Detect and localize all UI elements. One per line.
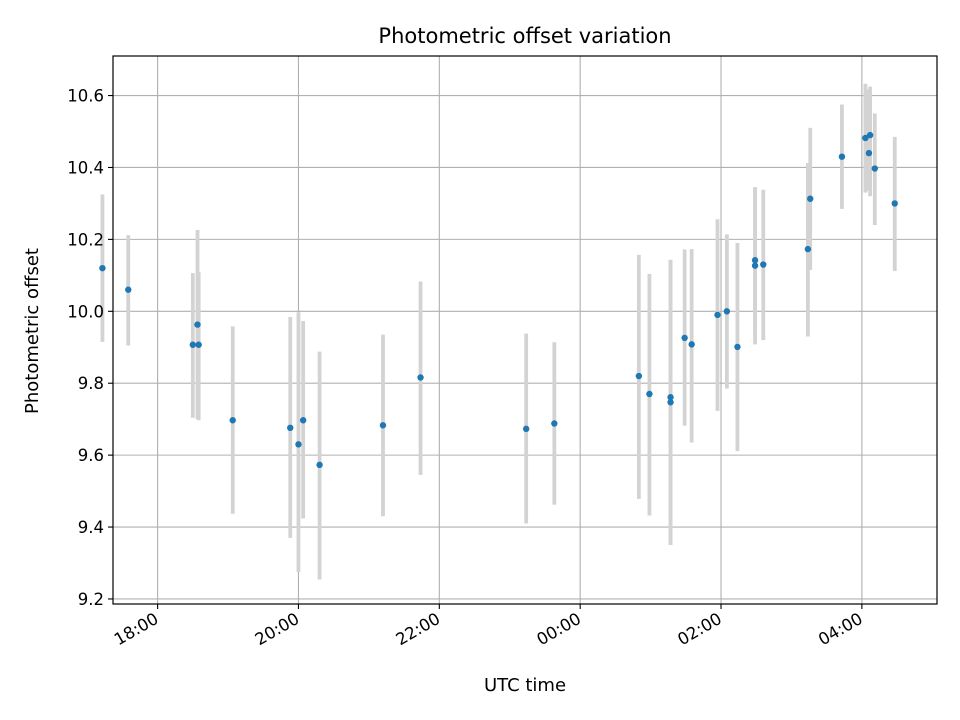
data-point xyxy=(891,200,898,207)
data-point xyxy=(99,264,106,272)
data-point xyxy=(714,311,721,319)
x-axis-label: UTC time xyxy=(484,675,566,696)
data-point xyxy=(195,341,202,348)
y-tick-label: 10.4 xyxy=(67,158,104,177)
data-point xyxy=(751,262,759,269)
data-point xyxy=(865,149,873,157)
data-point xyxy=(635,372,643,380)
y-tick-label: 10.0 xyxy=(67,302,104,321)
data-point xyxy=(804,245,812,253)
data-point xyxy=(551,420,558,427)
data-point xyxy=(379,422,387,429)
data-point xyxy=(807,195,814,202)
y-tick-label: 9.4 xyxy=(78,518,104,537)
data-point xyxy=(734,343,741,351)
y-tick-label: 9.2 xyxy=(78,590,104,609)
data-point xyxy=(125,286,132,293)
data-point xyxy=(295,441,302,448)
data-point xyxy=(299,417,307,424)
data-point xyxy=(751,257,759,264)
data-point xyxy=(838,153,846,160)
y-tick-label: 9.8 xyxy=(78,374,104,393)
data-point xyxy=(866,131,874,139)
data-point xyxy=(667,394,674,401)
data-points xyxy=(99,131,898,469)
data-point xyxy=(229,417,236,424)
y-tick-label: 10.2 xyxy=(67,230,104,249)
data-point xyxy=(189,341,197,348)
data-point xyxy=(760,261,767,268)
data-point xyxy=(871,165,878,172)
data-point xyxy=(862,134,869,142)
chart-title: Photometric offset variation xyxy=(378,24,671,48)
data-point xyxy=(723,308,731,315)
data-point xyxy=(681,334,688,342)
data-point xyxy=(688,341,695,348)
y-axis-label: Photometric offset xyxy=(22,248,43,414)
data-point xyxy=(287,424,294,432)
data-point xyxy=(667,399,674,406)
y-tick-label: 9.6 xyxy=(78,446,104,465)
y-tick-label: 10.6 xyxy=(67,87,104,106)
data-point xyxy=(194,321,201,328)
data-point xyxy=(646,390,653,398)
data-point xyxy=(316,461,323,469)
plot-area-frame xyxy=(112,55,938,605)
data-point xyxy=(522,425,530,433)
grid-lines xyxy=(113,56,937,604)
data-point xyxy=(417,374,424,381)
